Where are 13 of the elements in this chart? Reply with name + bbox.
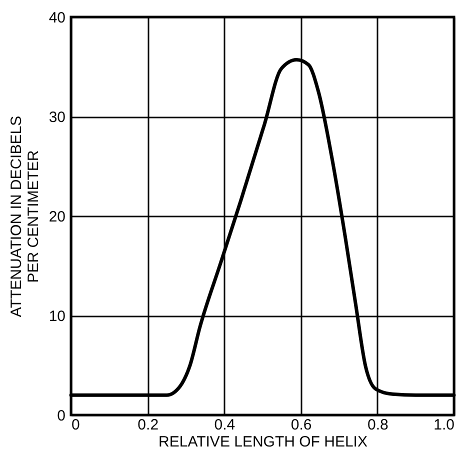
x-tick-label: 0 (72, 416, 80, 434)
x-tick-label: 0.4 (214, 416, 236, 434)
y-tick-label: 20 (48, 208, 66, 226)
text: PER CENTIMETER (24, 150, 42, 283)
y-tick-label: 30 (48, 109, 66, 126)
y-tick-label: 40 (48, 10, 66, 26)
text: ATTENUATION IN DECIBELS (8, 116, 25, 318)
y-tick-label: 10 (48, 308, 66, 325)
x-tick-label: 0.8 (367, 416, 388, 434)
x-tick-label: 0.6 (290, 416, 312, 434)
x-tick-label: 0.2 (138, 416, 159, 434)
x-tick-label: 1.0 (434, 416, 454, 434)
x-axis-title: RELATIVE LENGTH OF HELIX (158, 434, 368, 450)
